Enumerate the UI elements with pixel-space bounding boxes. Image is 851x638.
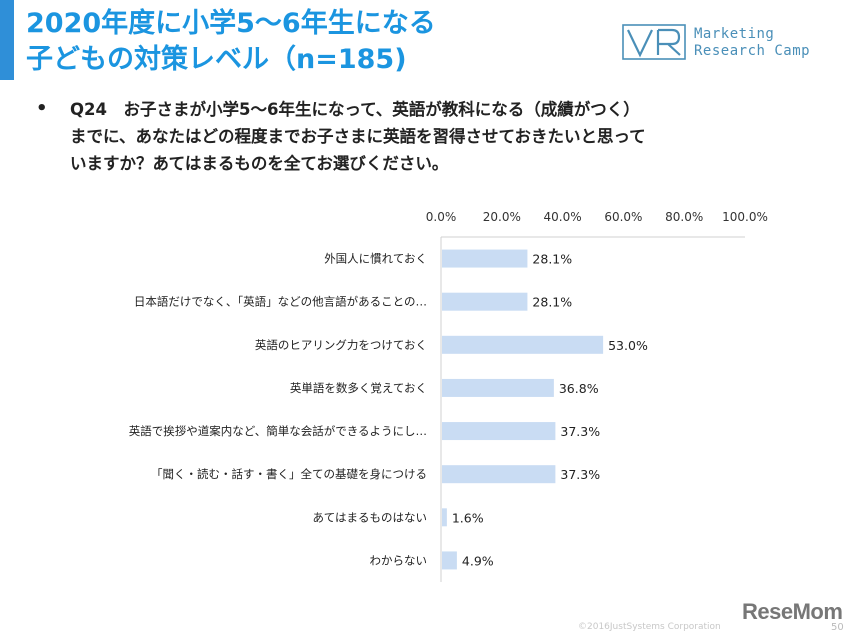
bar (442, 422, 556, 441)
resemom-logo: ReseMom (742, 599, 843, 624)
title-accent-bar (0, 0, 14, 80)
category-label: 日本語だけでなく、「英語」などの他言語があることの… (134, 295, 427, 309)
category-label: 「聞く・読む・話す・書く」全ての基礎を身につける (151, 467, 427, 481)
bullet-point: • (36, 98, 48, 119)
title-line-2: 子どもの対策レベル（n=185) (26, 44, 407, 75)
bar (442, 378, 554, 397)
vr-logo-icon (622, 24, 686, 60)
logo-line-2: Research Camp (694, 43, 811, 59)
page-title: 2020年度に小学5～6年生になる 子どもの対策レベル（n=185) (26, 6, 436, 78)
category-label: 英語のヒアリング力をつけておく (255, 338, 427, 352)
category-label: 英単語を数多く覚えておく (290, 381, 427, 395)
data-label: 28.1% (532, 295, 572, 310)
data-label: 53.0% (608, 338, 648, 353)
x-tick-label: 20.0% (483, 210, 521, 224)
question-text: Q24 お子さまが小学5～6年生になって、英語が教科になる（成績がつく） までに… (70, 100, 646, 173)
category-label: 英語で挨拶や道案内など、簡単な会話ができるようにし… (129, 424, 427, 438)
page-number: 50 (831, 622, 844, 633)
copyright-text: ©2016JustSystems Corporation (578, 622, 721, 632)
bar (442, 465, 556, 484)
x-tick-label: 40.0% (544, 210, 582, 224)
x-tick-label: 0.0% (426, 210, 457, 224)
category-label: あてはまるものはない (312, 510, 427, 524)
data-label: 36.8% (559, 381, 599, 396)
logo-text: Marketing Research Camp (694, 26, 810, 60)
category-label: わからない (370, 553, 428, 567)
data-label: 37.3% (560, 467, 600, 482)
category-label: 外国人に慣れておく (324, 252, 427, 266)
logo-line-1: Marketing (694, 26, 775, 42)
data-label: 1.6% (452, 510, 484, 525)
bar (442, 508, 447, 527)
bar (442, 249, 528, 268)
data-label: 37.3% (560, 424, 600, 439)
data-label: 28.1% (532, 252, 572, 267)
data-label: 4.9% (462, 553, 494, 568)
marketing-research-camp-logo: Marketing Research Camp (622, 24, 844, 62)
bar (442, 292, 528, 311)
bar (442, 335, 604, 354)
title-line-1: 2020年度に小学5～6年生になる (26, 8, 436, 39)
x-tick-label: 80.0% (665, 210, 703, 224)
bar (442, 551, 457, 570)
x-tick-label: 100.0% (722, 210, 768, 224)
x-tick-label: 60.0% (604, 210, 642, 224)
